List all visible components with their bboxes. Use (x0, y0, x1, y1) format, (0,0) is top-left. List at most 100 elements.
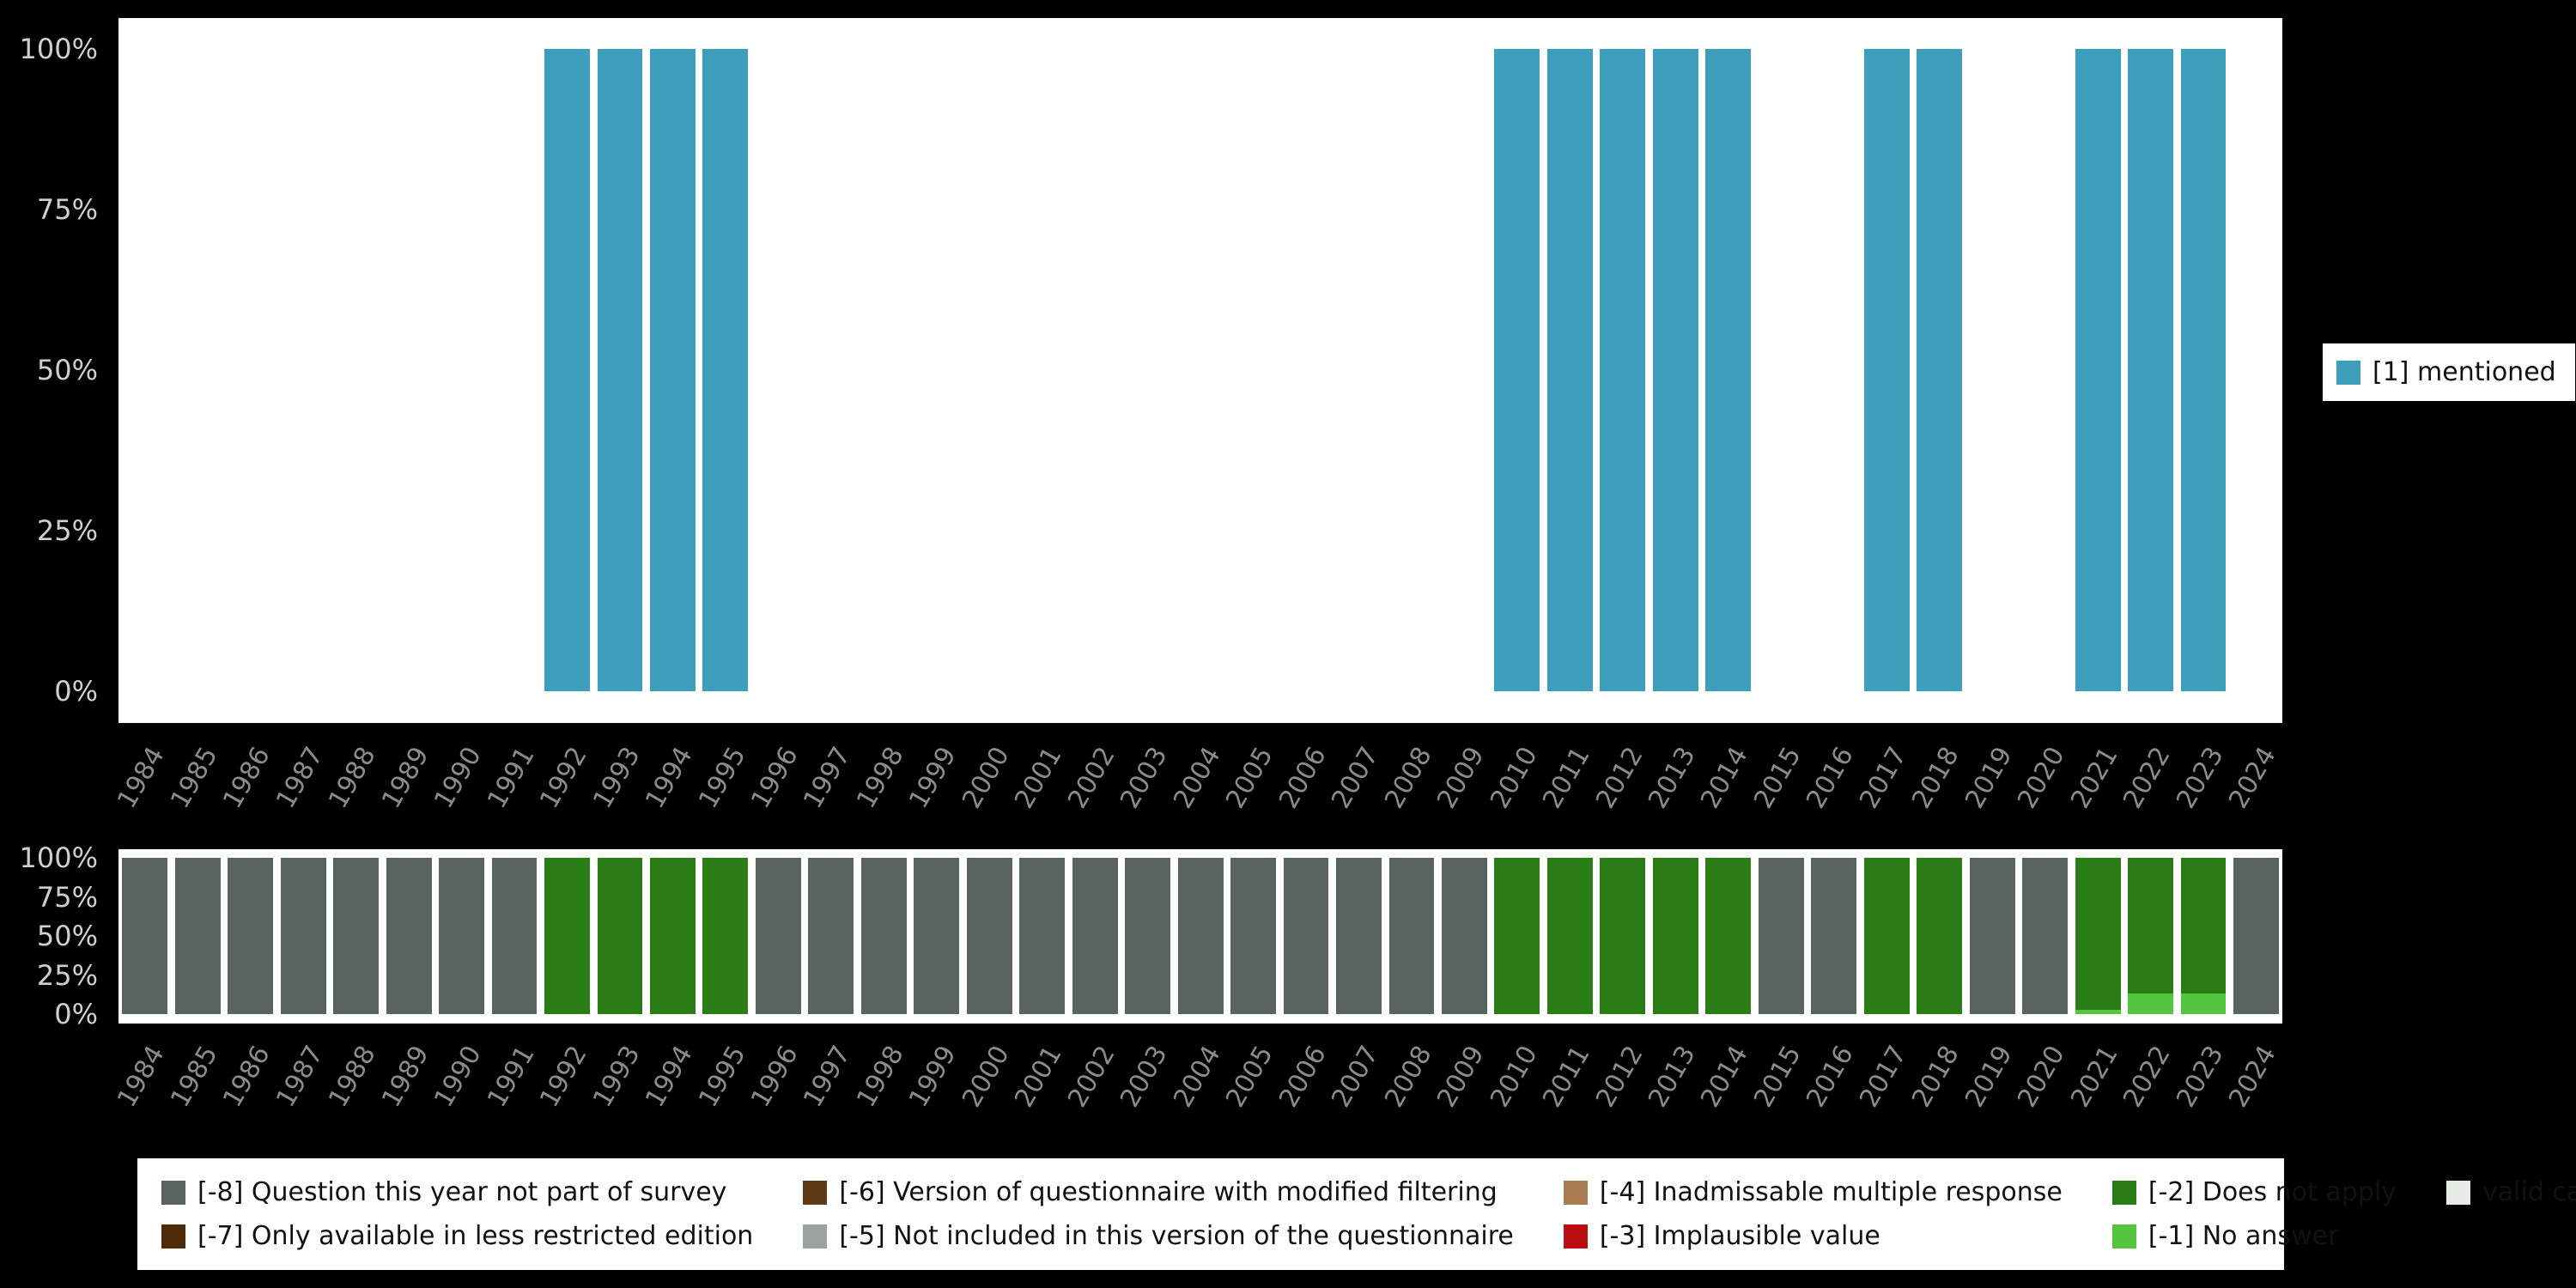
x-tick-label: 1991 (482, 1041, 540, 1113)
bar-slot (1121, 858, 1174, 1014)
bar-segment (1072, 858, 1118, 1014)
bar-segment (2181, 993, 2227, 1014)
x-tick-label: 2002 (1062, 742, 1121, 814)
legend-label: [-7] Only available in less restricted e… (197, 1221, 753, 1251)
x-tick-label: 2009 (1431, 742, 1490, 814)
bar-stack (2022, 858, 2068, 1014)
bar-slot (1174, 49, 1226, 691)
x-tick: 1991 (488, 1029, 540, 1149)
x-tick-label: 2007 (1326, 1041, 1384, 1113)
bar-segment (967, 858, 1012, 1014)
bar-slot (1544, 858, 1596, 1014)
bar-slot (1174, 858, 1226, 1014)
bar-stack (2128, 858, 2173, 1014)
bar-slot (330, 858, 382, 1014)
bar-segment (544, 858, 590, 1014)
x-tick-label: 1993 (587, 742, 646, 814)
x-tick: 2000 (963, 1029, 1016, 1149)
x-tick: 1995 (699, 1029, 751, 1149)
bar-slot (224, 858, 276, 1014)
bar-slot (1860, 49, 1912, 691)
bar (1653, 49, 1698, 691)
bar-slot (171, 858, 223, 1014)
bar-slot (1755, 49, 1807, 691)
x-tick-label: 2015 (1748, 1041, 1807, 1113)
x-tick: 1993 (593, 730, 646, 850)
bar-slot (858, 858, 910, 1014)
bar-slot (1491, 49, 1543, 691)
bar-segment (756, 858, 801, 1014)
bar-slot (963, 858, 1016, 1014)
x-tick-label: 1995 (693, 742, 751, 814)
legend-item: [-7] Only available in less restricted e… (161, 1221, 753, 1251)
x-tick: 1997 (805, 730, 857, 850)
x-tick: 1988 (330, 1029, 382, 1149)
bar-slot (541, 858, 593, 1014)
x-tick-label: 2005 (1220, 742, 1279, 814)
bottom-chart-y-axis: 100%75%50%25%0% (0, 849, 110, 1024)
bar-segment (228, 858, 273, 1014)
x-tick-label: 1992 (534, 742, 592, 814)
y-tick-label: 0% (54, 675, 98, 708)
x-tick: 2017 (1860, 730, 1912, 850)
bar (2075, 49, 2121, 691)
x-tick: 2009 (1438, 730, 1491, 850)
x-tick-label: 2001 (1010, 742, 1068, 814)
x-tick-label: 1998 (851, 1041, 909, 1113)
x-tick-label: 2008 (1379, 742, 1437, 814)
bar (650, 49, 696, 691)
x-tick-label: 2019 (1959, 742, 2018, 814)
x-tick: 2024 (2230, 1029, 2282, 1149)
legend-swatch (803, 1224, 827, 1249)
x-tick-label: 1998 (851, 742, 909, 814)
x-tick-label: 2012 (1590, 1041, 1649, 1113)
x-tick-label: 2010 (1485, 1041, 1543, 1113)
bar (702, 49, 748, 691)
bar-segment (1547, 858, 1593, 1014)
bar-slot (1965, 49, 2018, 691)
bar-stack (1811, 858, 1856, 1014)
bar-stack (1600, 858, 1645, 1014)
bar-slot (224, 49, 276, 691)
bar-stack (967, 858, 1012, 1014)
x-tick: 1990 (435, 1029, 488, 1149)
x-tick: 1999 (910, 1029, 963, 1149)
bar-stack (2233, 858, 2279, 1014)
bar-slot (2071, 858, 2123, 1014)
bar-stack (2075, 858, 2121, 1014)
legend-item: [-1] No answer (2112, 1221, 2397, 1251)
x-tick: 1993 (593, 1029, 646, 1149)
x-tick: 2000 (963, 730, 1016, 850)
x-tick: 1992 (541, 1029, 593, 1149)
bar-slot (1227, 858, 1279, 1014)
x-tick: 2010 (1491, 1029, 1543, 1149)
x-tick-label: 1987 (270, 1041, 329, 1113)
bar-slot (1016, 49, 1068, 691)
y-tick-label: 50% (37, 354, 98, 386)
x-tick-label: 1996 (745, 742, 804, 814)
bar-stack (1864, 858, 1910, 1014)
x-tick-label: 2013 (1643, 742, 1701, 814)
x-tick: 1998 (858, 1029, 910, 1149)
bar-slot (805, 49, 857, 691)
bar-slot (2230, 49, 2282, 691)
x-tick: 1985 (171, 1029, 223, 1149)
x-tick: 2002 (1068, 730, 1121, 850)
y-tick-label: 0% (54, 998, 98, 1030)
x-tick: 2009 (1438, 1029, 1491, 1149)
x-tick-label: 1990 (428, 742, 487, 814)
bar-slot (1121, 49, 1174, 691)
bar-slot (488, 49, 540, 691)
bar-segment (1442, 858, 1487, 1014)
bar-segment (1705, 858, 1751, 1014)
bar-segment (1600, 858, 1645, 1014)
x-tick-label: 1985 (165, 742, 223, 814)
x-tick-label: 2010 (1485, 742, 1543, 814)
legend-swatch (2112, 1181, 2136, 1205)
x-tick: 2020 (2019, 730, 2071, 850)
x-tick: 2005 (1227, 730, 1279, 850)
bar (1705, 49, 1751, 691)
y-tick-label: 25% (37, 959, 98, 992)
x-tick-label: 2014 (1696, 742, 1754, 814)
bar-stack (1019, 858, 1065, 1014)
